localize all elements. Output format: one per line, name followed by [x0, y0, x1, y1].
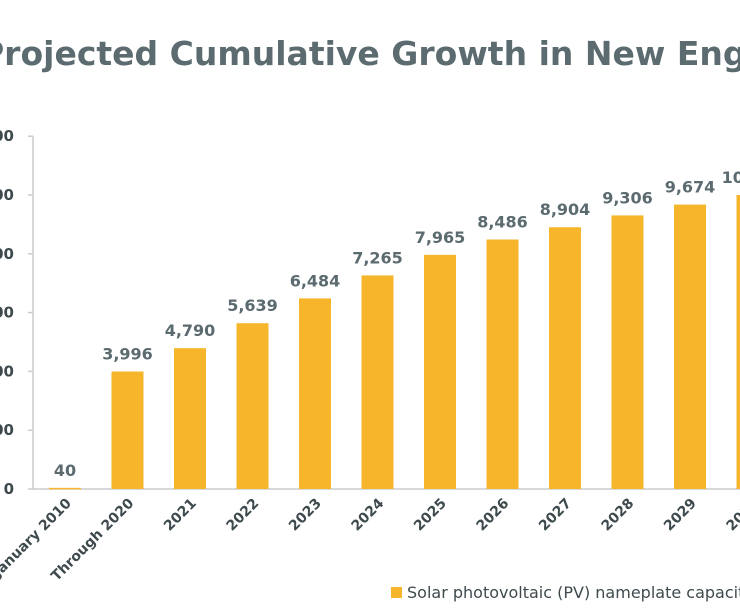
bar: [611, 215, 644, 489]
y-tick-label: 2,000: [0, 421, 14, 439]
data-label: 40: [54, 461, 76, 480]
x-tick-label: 2026: [473, 496, 512, 535]
x-tick-label: 2025: [411, 496, 450, 535]
bar: [424, 254, 456, 489]
y-tick-label: 10,000: [0, 186, 14, 204]
y-axis: 0 2,000 4,000 6,000 8,000 10,000 12,000: [0, 127, 34, 498]
bar: [361, 275, 394, 489]
x-tick-label: 2029: [661, 496, 700, 535]
bar: [736, 195, 740, 489]
bar-series: [49, 195, 740, 490]
legend-label: Solar photovoltaic (PV) nameplate capaci…: [407, 583, 740, 602]
bar: [486, 239, 519, 489]
y-tick-label: 6,000: [0, 304, 14, 322]
y-tick-label: 8,000: [0, 245, 14, 263]
data-label: 3,996: [102, 345, 153, 364]
bar: [174, 348, 206, 489]
x-tick-label: 2030: [723, 495, 740, 534]
data-labels: 40 3,996 4,790 5,639 6,484 7,265 7,965 8,486 8,9…: [54, 168, 740, 480]
bar: [111, 371, 144, 489]
x-tick-label: 2021: [161, 496, 200, 535]
data-label: 8,486: [477, 213, 528, 232]
data-label: 10,000: [722, 168, 740, 187]
bar: [236, 323, 269, 489]
data-label: 9,674: [665, 178, 716, 197]
bar: [299, 298, 331, 489]
y-tick-label: 4,000: [0, 362, 14, 380]
bar: [549, 227, 581, 489]
data-label: 9,306: [602, 188, 653, 207]
x-tick-label: 2024: [348, 495, 387, 534]
legend: Solar photovoltaic (PV) nameplate capaci…: [391, 583, 740, 602]
data-label: 4,790: [165, 321, 216, 340]
x-tick-label: 2028: [598, 496, 637, 535]
y-tick-label: 0: [4, 480, 14, 498]
x-tick-label: 2022: [223, 496, 262, 535]
data-label: 7,965: [415, 228, 466, 247]
bar: [674, 204, 706, 489]
x-tick-label: 2027: [536, 496, 575, 535]
chart-title: Projected Cumulative Growth in New Engla…: [0, 34, 740, 73]
x-tick-label: 2023: [286, 496, 325, 535]
legend-swatch: [391, 587, 402, 598]
data-label: 7,265: [352, 248, 403, 267]
data-label: 5,639: [227, 296, 278, 315]
bar: [49, 487, 81, 490]
y-tick-label: 12,000: [0, 127, 14, 145]
data-label: 8,904: [540, 200, 591, 219]
data-label: 6,484: [290, 271, 341, 290]
